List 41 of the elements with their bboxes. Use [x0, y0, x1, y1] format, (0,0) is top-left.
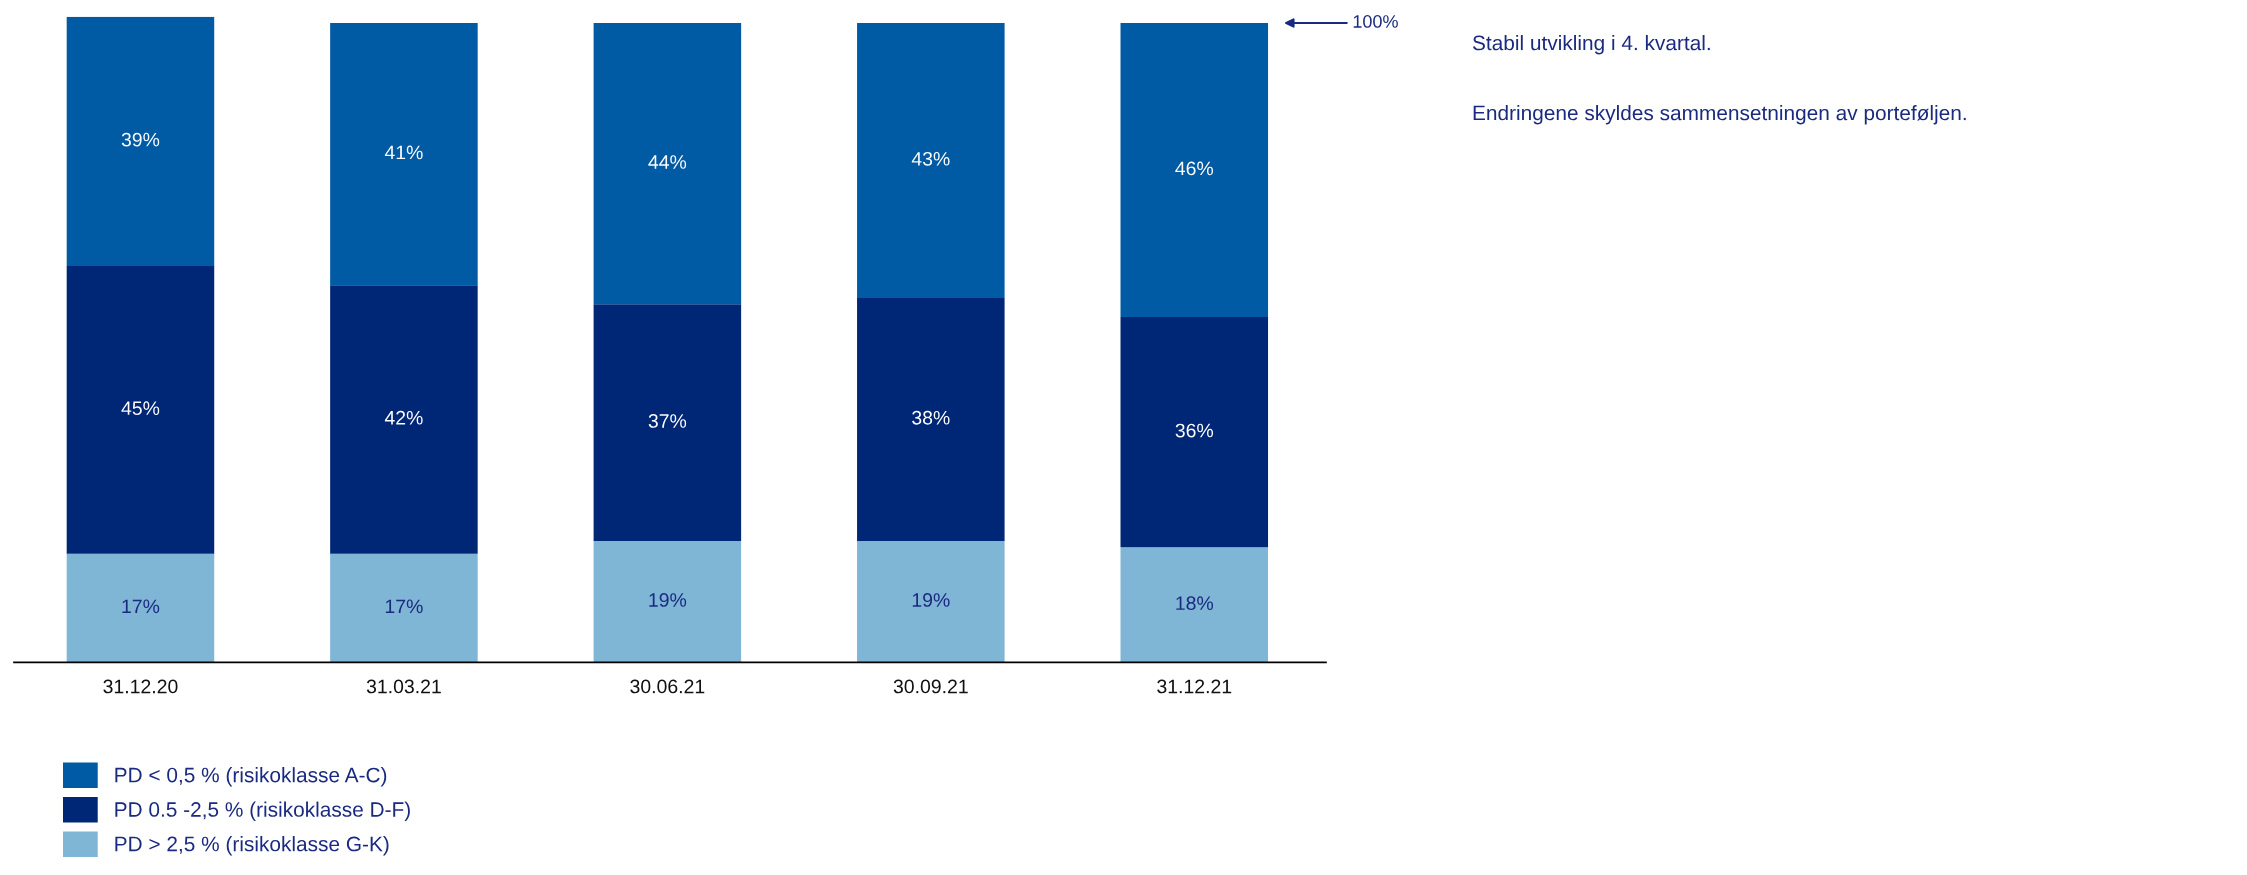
- data-label: 36%: [1175, 423, 1214, 438]
- data-label: 44%: [648, 155, 687, 169]
- bar: [66, 265, 215, 554]
- data-label: 41%: [384, 145, 423, 160]
- x-tick-label: 31.03.21: [366, 679, 441, 694]
- bar: [593, 23, 742, 305]
- x-tick-label: 30.06.21: [630, 679, 705, 694]
- bar: [857, 297, 1005, 541]
- data-label: 46%: [1175, 161, 1214, 176]
- bar: [593, 304, 742, 541]
- bar: [1120, 547, 1269, 663]
- bar: [330, 285, 478, 554]
- data-label: 19%: [912, 593, 950, 607]
- data-label: 45%: [121, 401, 160, 416]
- text: Endringene skyldes sammensetningen av porteføljen.: [1473, 105, 1966, 125]
- data-label: 17%: [122, 599, 160, 614]
- bar: [1120, 23, 1269, 318]
- data-label: 19%: [649, 593, 687, 607]
- data-label: 39%: [121, 132, 160, 147]
- data-label: 38%: [912, 410, 950, 425]
- x-tick-label: 30.09.21: [893, 679, 968, 694]
- data-label: 37%: [648, 414, 687, 428]
- bar: [857, 540, 1005, 663]
- data-label: 18%: [1176, 596, 1214, 611]
- data-label: 42%: [384, 410, 423, 425]
- bar: [593, 540, 742, 663]
- text: 100%: [1353, 15, 1398, 28]
- legend-label: PD > 2,5 % (risikoklasse G-K): [115, 836, 389, 856]
- data-label: 43%: [911, 151, 950, 166]
- legend-label: PD 0.5 -2,5 % (risikoklasse D-F): [115, 801, 410, 821]
- text: Stabil utvikling i 4. kvartal.: [1472, 35, 1710, 55]
- legend-label: PD < 0,5 % (risikoklasse A-C): [115, 767, 387, 787]
- bar: [857, 23, 1005, 298]
- bar: [330, 553, 478, 663]
- bar: [66, 553, 215, 663]
- x-tick-label: 31.12.20: [103, 679, 178, 694]
- x-tick-label: 31.12.21: [1157, 679, 1232, 694]
- bar: [1120, 317, 1269, 548]
- bar: [66, 16, 215, 266]
- data-label: 17%: [385, 599, 423, 614]
- bar: [330, 23, 478, 286]
